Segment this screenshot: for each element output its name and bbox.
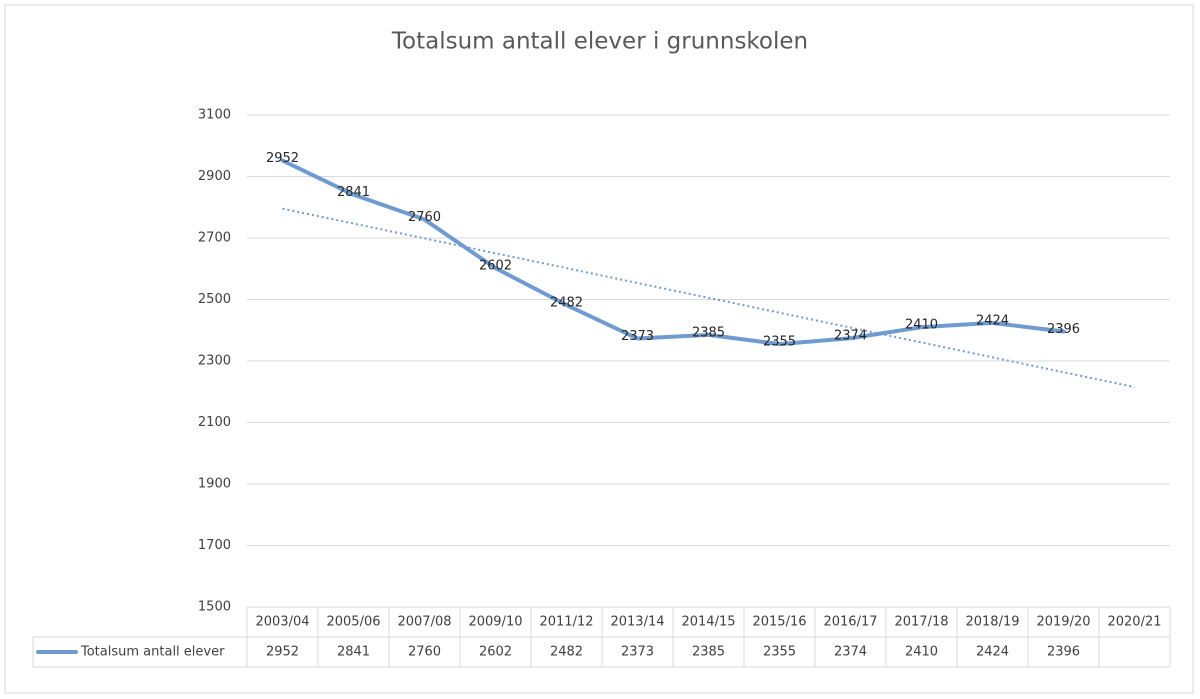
chart-title: Totalsum antall elever i grunnskolen	[391, 29, 808, 55]
y-tick-label: 2700	[198, 231, 231, 246]
table-value: 2952	[266, 645, 299, 660]
table-value: 2385	[692, 645, 725, 660]
table-value: 2424	[976, 645, 1009, 660]
y-tick-label: 1900	[198, 477, 231, 492]
table-value: 2374	[834, 645, 867, 660]
series-line	[280, 158, 1066, 347]
x-tick-label: 2020/21	[1107, 615, 1161, 630]
table-value: 2373	[621, 645, 654, 660]
trendline	[282, 207, 1135, 389]
data-label: 2396	[1047, 322, 1080, 337]
table-value: 2396	[1047, 645, 1080, 660]
table-value: 2355	[763, 645, 796, 660]
x-tick-label: 2007/08	[397, 615, 451, 630]
data-label: 2373	[621, 329, 654, 344]
y-tick-label: 3100	[198, 108, 231, 123]
table-value: 2482	[550, 645, 583, 660]
y-tick-label: 2500	[198, 292, 231, 307]
x-tick-label: 2019/20	[1036, 615, 1090, 630]
y-tick-label: 2900	[198, 169, 231, 184]
legend-label: Totalsum antall elever	[80, 645, 225, 660]
x-tick-label: 2003/04	[255, 615, 309, 630]
data-label: 2410	[905, 318, 938, 333]
y-tick-label: 2300	[198, 354, 231, 369]
table-value: 2760	[408, 645, 441, 660]
x-tick-label: 2014/15	[681, 615, 735, 630]
x-tick-label: 2016/17	[823, 615, 877, 630]
x-tick-label: 2018/19	[965, 615, 1019, 630]
x-tick-label: 2005/06	[326, 615, 380, 630]
table-value: 2841	[337, 645, 370, 660]
data-label: 2482	[550, 296, 583, 311]
table-value: 2602	[479, 645, 512, 660]
data-label: 2602	[479, 259, 512, 274]
data-label: 2374	[834, 329, 867, 344]
chart-border	[4, 4, 1194, 694]
data-label: 2355	[763, 335, 796, 350]
data-label: 2385	[692, 325, 725, 340]
x-tick-label: 2015/16	[752, 615, 806, 630]
y-tick-label: 1500	[198, 600, 231, 615]
data-label: 2760	[408, 210, 441, 225]
x-tick-label: 2013/14	[610, 615, 664, 630]
x-tick-label: 2017/18	[894, 615, 948, 630]
y-tick-label: 1700	[198, 538, 231, 553]
data-label: 2952	[266, 151, 299, 166]
table-value: 2410	[905, 645, 938, 660]
x-tick-label: 2009/10	[468, 615, 522, 630]
data-label: 2841	[337, 185, 370, 200]
data-label: 2424	[976, 313, 1009, 328]
x-tick-label: 2011/12	[539, 615, 593, 630]
y-tick-label: 2100	[198, 415, 231, 430]
